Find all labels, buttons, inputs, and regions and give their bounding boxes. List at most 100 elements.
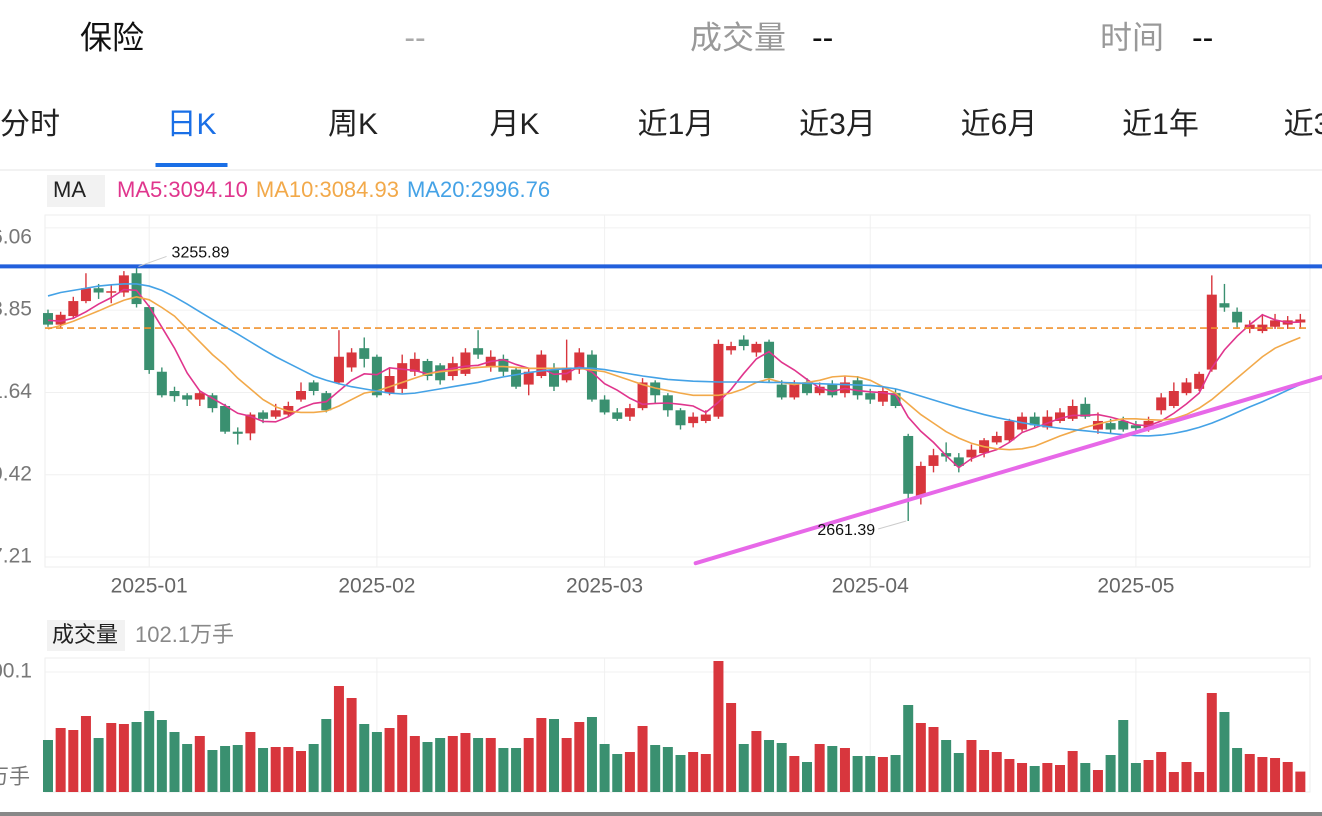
candle-body [1295,319,1306,323]
tab[interactable]: 近3月 [799,108,876,141]
volume-bar [1118,720,1129,792]
tab[interactable]: 近1年 [1122,108,1199,141]
volume-bar [1080,763,1091,792]
candle-body [182,395,193,400]
candle-body [1118,420,1129,430]
candle-body [194,393,205,400]
tab[interactable]: 周K [328,108,378,141]
candle-body [1168,391,1179,406]
candle-body [1257,324,1268,332]
volume-bar [346,698,357,792]
volume-bar [106,723,117,792]
candle-body [1105,423,1116,430]
volume-bar [1270,758,1281,792]
candle-body [1181,382,1192,394]
x-tick-label: 2025-02 [338,575,415,598]
y-tick-label: 3346.06 [0,225,32,248]
volume-bar [802,762,812,792]
candle-body [1042,416,1053,428]
volume-bar [991,752,1002,792]
volume-bar [852,756,863,792]
candle-body [106,291,117,293]
x-tick-label: 2025-03 [566,575,643,598]
tab[interactable]: 日K [166,108,216,141]
candle-body [55,314,66,325]
candle-body [928,455,939,466]
candle-body [612,412,623,419]
candle-body [1206,294,1217,370]
volume-bar [118,724,129,792]
candle-body [371,356,382,396]
min-label: 2661.39 [817,522,875,539]
candle-body [384,376,395,394]
volume-bar [536,718,547,792]
candle-body [1219,303,1230,308]
candle-body [776,384,787,398]
candle-body [865,393,876,400]
volume-bar [1168,772,1179,792]
candle-body [435,365,446,381]
ma-line [47,288,1301,469]
tab[interactable]: 近1月 [638,108,715,141]
candle-body [903,435,914,494]
candle-body [852,380,863,396]
tab-underline [155,163,228,167]
volume-bar [1004,759,1015,792]
volume-bar [928,727,939,792]
candle-body [915,465,926,496]
volume-bar [144,711,155,792]
candle-body [422,361,433,377]
candle-body [890,393,901,406]
candle-body [447,363,458,377]
volume-bar [1017,763,1028,792]
candle-body [473,348,484,355]
volume-bar [738,744,749,792]
volume-value: -- [812,19,833,55]
candle-body [1055,412,1065,421]
volume-bar [308,744,319,792]
volume-bar [890,755,901,792]
volume-bar [498,748,509,792]
volume-bar [93,738,104,792]
candle-body [131,273,142,305]
tab[interactable]: 分时 [0,108,60,141]
volume-bar [1029,766,1040,792]
candle-body [624,408,635,417]
candle-body [675,410,686,426]
volume-legend-box [47,620,125,651]
candle-body [738,339,749,347]
tab[interactable]: 近3年 [1284,108,1322,141]
volume-bar [827,746,838,792]
legend-entry: MA5:3094.10 [117,177,248,202]
candle-body [1067,405,1078,419]
tab[interactable]: 近6月 [961,108,1038,141]
candle-body [536,354,547,377]
volume-bar [359,724,370,792]
candle-body [751,343,762,353]
candle-body [397,363,408,389]
candle-body [688,416,699,424]
candle-body [574,352,585,370]
stock-name: 保险 [80,19,144,55]
volume-bar [473,738,484,792]
volume-bar [637,726,648,792]
volume-bar [979,750,990,792]
time-value: -- [1192,19,1213,55]
ma-legend-title: MA [53,177,86,202]
ma-line [47,295,1301,451]
volume-bar [612,754,623,792]
volume-bar [1055,765,1065,792]
volume-bar [1042,763,1053,792]
volume-bar [1092,770,1103,792]
volume-bar [1282,762,1293,792]
volume-bar [422,742,433,792]
volume-bar [182,744,193,792]
candle-body [1004,420,1015,441]
tab[interactable]: 月K [489,108,539,141]
volume-bar [1257,757,1268,792]
volume-bar [1206,693,1217,792]
candle-body [827,384,838,396]
y-tick-label: 2769.42 [0,462,32,485]
bottom-bar [0,812,1322,816]
candle-body [650,382,661,396]
